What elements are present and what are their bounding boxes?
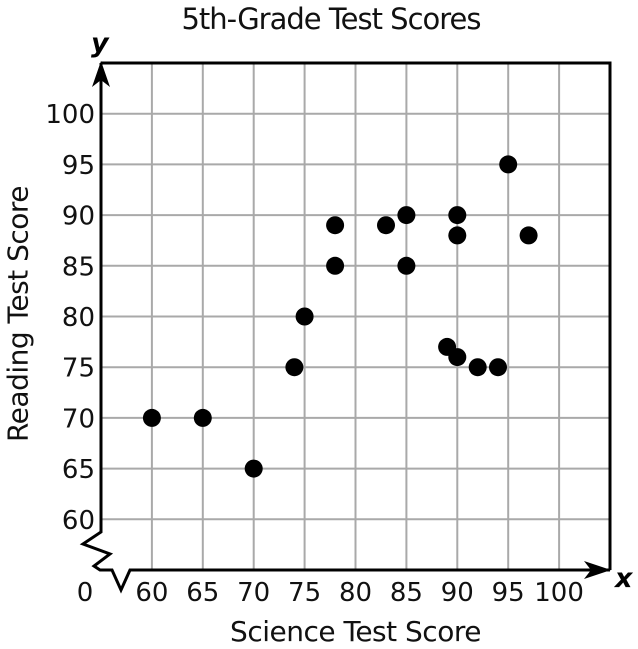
x-axis-symbol: x [615, 563, 633, 594]
plot-border [101, 61, 612, 570]
x-tick-label: 70 [237, 578, 270, 608]
data-point [519, 226, 538, 245]
axis-break-line [79, 63, 610, 594]
y-tick-label: 65 [62, 455, 95, 485]
y-tick-label: 85 [62, 252, 95, 282]
data-point [448, 226, 467, 245]
data-point [489, 358, 507, 377]
y-axis-symbol: y [91, 28, 109, 59]
data-point [142, 408, 161, 427]
x-axis-title: Science Test Score [230, 615, 481, 648]
data-point [397, 256, 416, 275]
x-axis-arrow-icon [584, 561, 611, 579]
x-tick-label: 85 [390, 578, 423, 608]
data-point [448, 206, 467, 225]
data-point [193, 408, 212, 427]
origin-label: 0 [77, 578, 94, 608]
x-tick-label: 65 [186, 578, 219, 608]
data-point [295, 307, 314, 326]
x-tick-label: 90 [441, 578, 474, 608]
y-axis-arrow-icon [92, 61, 110, 87]
y-tick-label: 95 [62, 151, 95, 181]
y-tick-label: 70 [62, 404, 95, 434]
data-point [468, 358, 487, 377]
x-tick-label: 95 [492, 578, 525, 608]
x-tick-label: 75 [288, 578, 321, 608]
x-tick-label: 80 [339, 578, 372, 608]
data-point [448, 348, 467, 367]
y-tick-label: 75 [62, 354, 95, 384]
y-tick-label: 80 [62, 303, 95, 333]
x-tick-label: 100 [534, 578, 584, 608]
data-point [397, 206, 416, 225]
chart-title: 5th-Grade Test Scores [181, 2, 481, 36]
data-point [326, 256, 345, 275]
x-tick-label: 60 [135, 578, 168, 608]
data-point [244, 459, 263, 478]
data-point [499, 155, 518, 174]
data-point [285, 358, 304, 377]
y-tick-label: 90 [62, 202, 95, 232]
y-tick-label: 60 [62, 506, 95, 536]
y-tick-label: 100 [45, 100, 95, 130]
data-point [326, 216, 345, 235]
data-point [377, 216, 395, 235]
